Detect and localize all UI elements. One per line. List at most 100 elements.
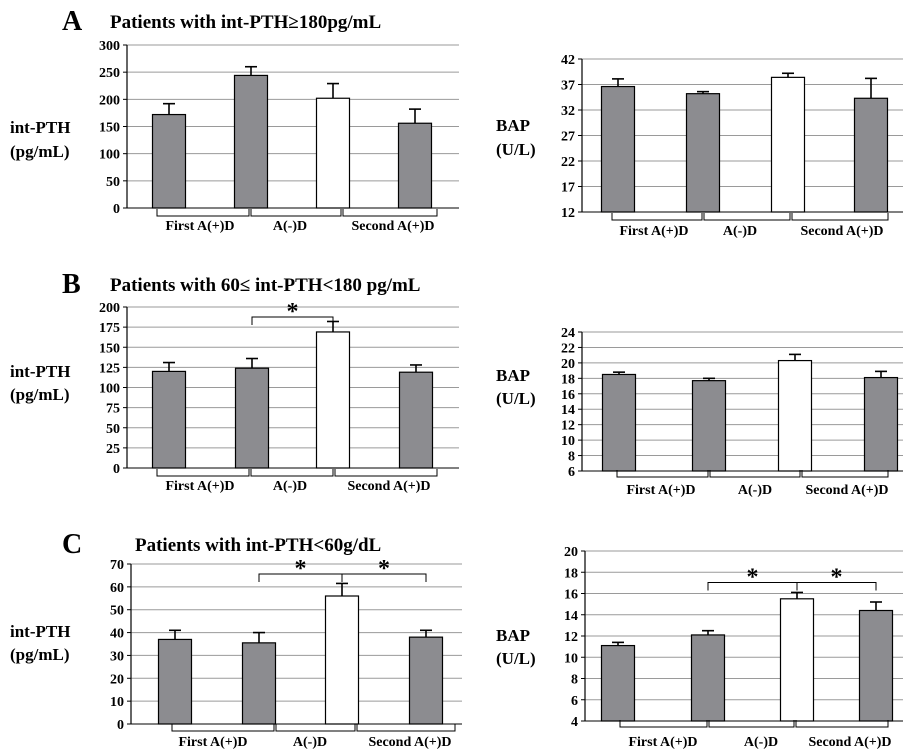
period-label: Second A(+)D [351,219,434,234]
y-tick-label: 50 [106,422,120,437]
period-bracket [616,470,709,478]
y-tick-label: 125 [99,361,120,376]
chart-a-int-pth: 0 50 100 150 200 250 300 First A(+)D A(-)D Second… [99,39,459,234]
y-tick-label: 70 [110,558,124,573]
y-tick-label: 0 [113,202,120,217]
bar [863,376,899,472]
period-bracket [156,209,250,217]
chart-c-bap: 4 6 8 10 12 14 16 18 20 First A(+)D A(-)D Second A(… [564,545,903,750]
bar [233,74,269,209]
period-label: First A(+)D [165,479,234,494]
y-tick-label: 150 [99,121,120,136]
bar [600,644,636,722]
bar [858,609,894,722]
period-bracket [342,209,438,217]
bar [853,97,889,213]
period-label: A(-)D [293,735,327,750]
period-label: A(-)D [738,483,772,498]
ylabel-pth-a-line1: int-PTH [10,118,70,137]
bar [690,634,726,722]
y-tick-label: 200 [99,93,120,108]
y-tick-label: 17 [561,181,575,196]
period-label: A(-)D [273,219,307,234]
bar [151,370,187,469]
period-bracket [703,213,791,221]
period-bracket [334,469,438,477]
bar [234,367,270,469]
period-label: First A(+)D [165,219,234,234]
period-label: Second A(+)D [368,735,451,750]
ylabel-pth-c-line2: (pg/mL) [10,645,70,664]
bar [157,638,193,725]
ylabel-bap-a-line2: (U/L) [496,140,536,159]
ylabel-bap-c-line2: (U/L) [496,649,536,668]
y-tick-label: 10 [564,651,578,666]
y-tick-label: 14 [564,609,578,624]
y-tick-label: 0 [113,462,120,477]
period-label: A(-)D [744,735,778,750]
ylabel-bap-b-line2: (U/L) [496,389,536,408]
chart-c-int-pth: 0 10 20 30 40 50 60 70 First A(+)D A(-)D Second A(… [110,556,462,750]
ylabel-pth-a-line2: (pg/mL) [10,142,70,161]
significance-star: * [378,556,390,582]
period-bracket [791,213,889,221]
ylabel-pth-c-line1: int-PTH [10,622,70,641]
y-tick-label: 75 [106,402,120,417]
significance-bracket [796,581,877,591]
y-tick-label: 12 [561,419,575,434]
bar [600,85,636,213]
y-tick-label: 10 [561,434,575,449]
y-tick-label: 50 [110,604,124,619]
significance-star: * [747,564,759,590]
y-tick-label: 20 [561,357,575,372]
period-label: Second A(+)D [805,483,888,498]
bar [398,371,434,469]
bar [397,122,433,209]
y-tick-label: 20 [110,672,124,687]
bar [601,373,637,472]
y-tick-label: 40 [110,627,124,642]
ylabel-bap-c-line1: BAP [496,626,530,645]
y-tick-label: 30 [110,649,124,664]
period-bracket [356,724,456,732]
period-bracket [709,470,801,478]
bar [324,595,360,725]
y-tick-label: 25 [106,442,120,457]
y-tick-label: 250 [99,66,120,81]
y-tick-label: 300 [99,39,120,54]
panel-letter-a: A [62,6,83,37]
y-tick-label: 42 [561,53,575,68]
y-tick-label: 37 [561,79,575,94]
y-tick-label: 20 [564,545,578,560]
y-tick-label: 32 [561,104,575,119]
y-tick-label: 14 [561,403,575,418]
period-label: A(-)D [273,479,307,494]
period-bracket [275,724,356,732]
period-label: First A(+)D [628,735,697,750]
bar [408,636,444,725]
significance-bracket [341,573,427,582]
y-tick-label: 4 [571,715,578,730]
ylabel-bap-b-line1: BAP [496,366,530,385]
period-bracket [171,724,275,732]
y-tick-label: 50 [106,175,120,190]
y-tick-label: 22 [561,341,575,356]
y-tick-label: 12 [561,206,575,221]
period-label: First A(+)D [178,735,247,750]
significance-star: * [287,299,299,325]
panel-title-b: Patients with 60≤ int-PTH<180 pg/mL [110,275,421,296]
period-label: Second A(+)D [347,479,430,494]
y-tick-label: 16 [564,588,578,603]
panel-letter-c: C [62,529,82,560]
period-bracket [619,720,708,728]
y-tick-label: 150 [99,341,120,356]
period-bracket [708,720,795,728]
period-bracket [250,209,342,217]
y-tick-label: 175 [99,321,120,336]
y-tick-label: 0 [117,718,124,733]
period-bracket [611,213,703,221]
y-tick-label: 8 [568,450,575,465]
period-label: Second A(+)D [800,224,883,239]
